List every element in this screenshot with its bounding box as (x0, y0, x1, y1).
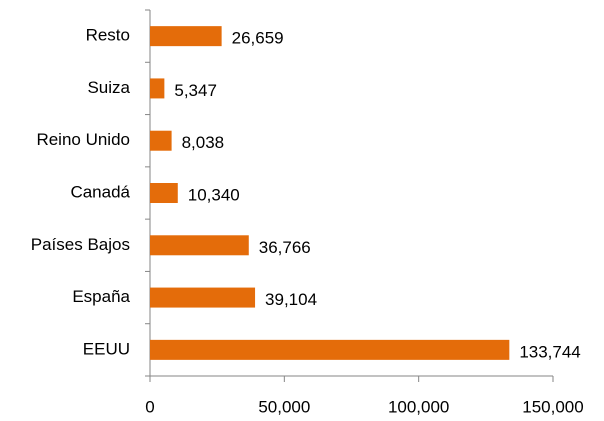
bar (150, 130, 172, 151)
bar (150, 183, 178, 203)
y-tick-label: Canadá (70, 182, 130, 201)
value-label: 5,347 (174, 81, 217, 100)
value-label: 26,659 (232, 29, 284, 48)
y-tick-label: España (72, 287, 130, 306)
value-label: 36,766 (259, 238, 311, 257)
value-label: 133,744 (519, 342, 580, 361)
y-tick-label: Reino Unido (36, 130, 130, 149)
bar (150, 26, 222, 47)
y-tick-label: Resto (86, 26, 130, 45)
bar (150, 235, 249, 256)
value-label: 8,038 (182, 133, 225, 152)
value-label: 10,340 (188, 185, 240, 204)
x-tick-label: 100,000 (388, 397, 449, 416)
value-label: 39,104 (265, 290, 317, 309)
y-tick-label: EEUU (83, 339, 130, 358)
x-tick-label: 150,000 (522, 397, 583, 416)
x-tick-label: 50,000 (258, 397, 310, 416)
y-tick-label: Suiza (87, 78, 130, 97)
y-tick-label: Países Bajos (31, 235, 130, 254)
bar (150, 339, 510, 360)
bar (150, 78, 165, 99)
x-tick-label: 0 (145, 397, 154, 416)
bar (150, 287, 256, 308)
